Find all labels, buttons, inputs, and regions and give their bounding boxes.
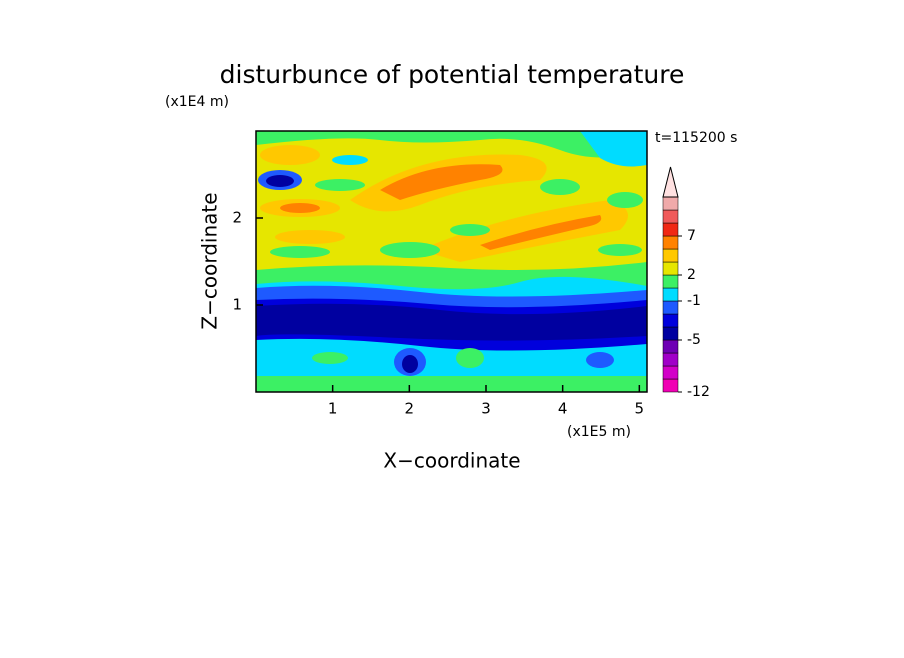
x-tick-label: 2	[405, 400, 415, 418]
chart-title: disturbunce of potential temperature	[220, 60, 685, 89]
colorbar-tick-label: 7	[687, 228, 696, 244]
x-axis-label: X−coordinate	[383, 449, 520, 473]
colorbar-box	[662, 339, 679, 354]
colorbar-box	[662, 326, 679, 341]
x-tick-label: 4	[558, 400, 568, 418]
colorbar-tick-label: 2	[687, 267, 696, 283]
colorbar-box	[662, 300, 679, 315]
colorbar-box	[662, 365, 679, 380]
colorbar-box	[662, 313, 679, 328]
colorbar-box	[662, 235, 679, 250]
y-unit: (x1E4 m)	[165, 94, 229, 110]
colorbar-box	[662, 378, 679, 393]
plot-frame	[255, 130, 648, 393]
x-tick-label: 3	[481, 400, 491, 418]
colorbar-tick-label: -5	[687, 332, 701, 348]
x-tick-label: 1	[328, 400, 338, 418]
colorbar-box	[662, 248, 679, 263]
x-unit: (x1E5 m)	[567, 424, 631, 440]
x-tick-label: 5	[635, 400, 645, 418]
colorbar-box	[662, 352, 679, 367]
annotation: t=115200 s	[655, 130, 737, 146]
colorbar-box	[662, 274, 679, 289]
colorbar-box	[662, 196, 679, 211]
colorbar-box	[662, 209, 679, 224]
colorbar-tick-label: -12	[687, 384, 710, 400]
colorbar-extension	[662, 166, 679, 198]
y-tick-label: 2	[232, 209, 242, 227]
colorbar-tick-label: -1	[687, 293, 701, 309]
y-axis-label: Z−coordinate	[198, 192, 222, 329]
y-tick-label: 1	[232, 296, 242, 314]
colorbar-box	[662, 261, 679, 276]
contour-field	[256, 131, 647, 392]
colorbar-box	[662, 222, 679, 237]
colorbar-box	[662, 287, 679, 302]
